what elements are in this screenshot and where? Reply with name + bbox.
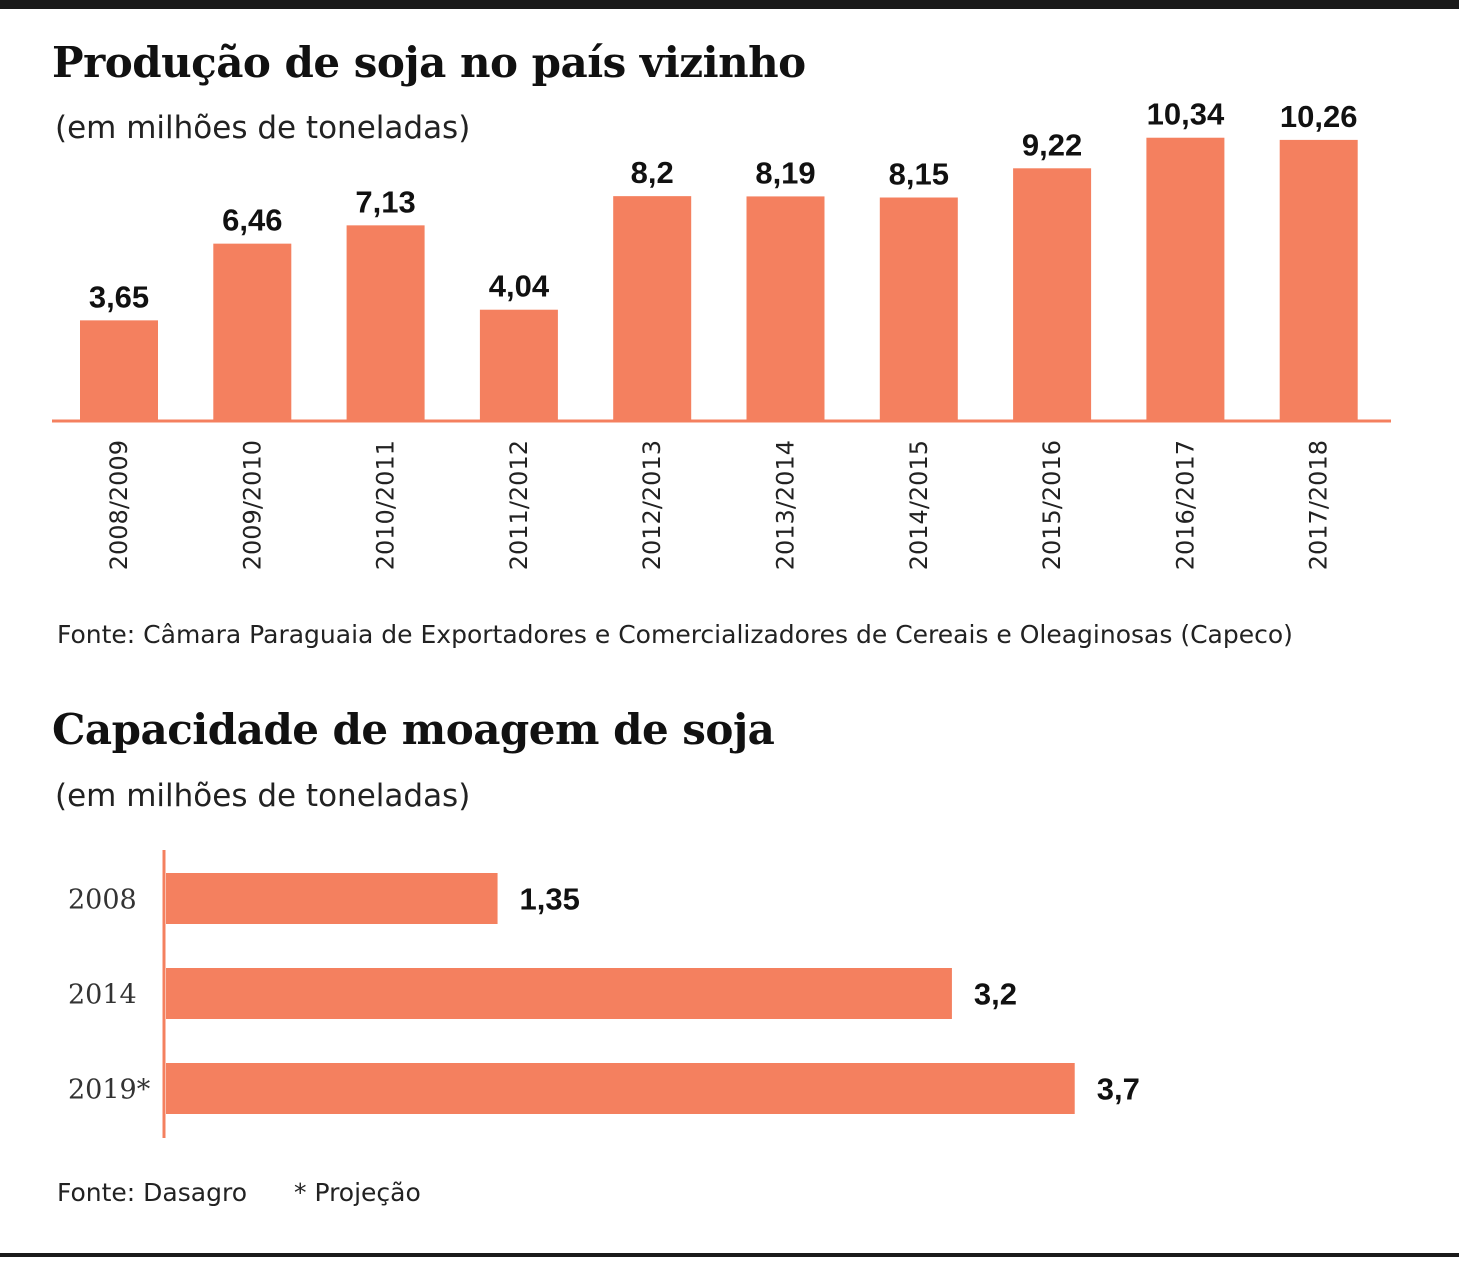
x-tick-label: 2011/2012	[505, 440, 533, 570]
chart-2-source: Fonte: Dasagro	[57, 1178, 247, 1207]
y-tick-label: 2008	[68, 885, 137, 916]
bar	[479, 309, 558, 420]
x-tick-label: 2017/2018	[1305, 440, 1333, 570]
chart-1-title: Produção de soja no país vizinho	[52, 38, 806, 87]
value-label: 8,2	[631, 155, 674, 190]
bar	[346, 225, 425, 420]
y-tick-label: 2014	[68, 980, 137, 1011]
x-tick-label: 2009/2010	[238, 440, 266, 570]
chart-2-note: * Projeção	[294, 1178, 421, 1207]
value-label: 7,13	[355, 184, 415, 219]
top-rule	[0, 0, 1459, 9]
value-label: 3,7	[1097, 1072, 1140, 1107]
value-label: 3,65	[89, 279, 149, 314]
production-bar-chart: 3,65 2008/2009 6,46 2009/2010 7,13 2010/2011 4…	[52, 97, 1391, 570]
value-label: 9,22	[1022, 127, 1082, 162]
bar	[1279, 139, 1358, 421]
value-label: 10,34	[1147, 97, 1225, 132]
x-tick-label: 2010/2011	[372, 440, 400, 570]
crushing-capacity-bar-chart: 1,35 2008 3,2 2014 3,7 2019*	[68, 850, 1140, 1138]
chart-1-subtitle: (em milhões de toneladas)	[55, 110, 471, 146]
value-label: 8,15	[889, 157, 949, 192]
bar	[1146, 137, 1225, 420]
bar	[166, 968, 952, 1019]
bar	[166, 1063, 1075, 1114]
bottom-rule	[0, 1253, 1459, 1257]
bar	[213, 243, 292, 420]
value-label: 1,35	[520, 882, 580, 917]
bar	[80, 320, 158, 420]
x-tick-label: 2015/2016	[1038, 440, 1066, 570]
chart-2-subtitle: (em milhões de toneladas)	[55, 778, 471, 814]
value-label: 6,46	[222, 203, 282, 238]
y-tick-label: 2019*	[68, 1075, 151, 1106]
chart-2-title: Capacidade de moagem de soja	[52, 705, 775, 754]
x-tick-label: 2012/2013	[638, 440, 666, 570]
x-tick-label: 2016/2017	[1171, 440, 1199, 570]
bar	[879, 197, 958, 420]
bar	[1013, 168, 1092, 420]
chart-1-source: Fonte: Câmara Paraguaia de Exportadores …	[57, 620, 1293, 649]
value-label: 4,04	[489, 269, 550, 304]
x-tick-label: 2014/2015	[905, 440, 933, 570]
x-tick-label: 2008/2009	[105, 440, 133, 570]
value-label: 8,19	[755, 155, 815, 190]
bar	[166, 873, 498, 924]
value-label: 10,26	[1280, 99, 1358, 134]
bar	[746, 196, 825, 420]
x-tick-label: 2013/2014	[772, 440, 800, 570]
bar	[613, 196, 692, 420]
value-label: 3,2	[974, 977, 1017, 1012]
